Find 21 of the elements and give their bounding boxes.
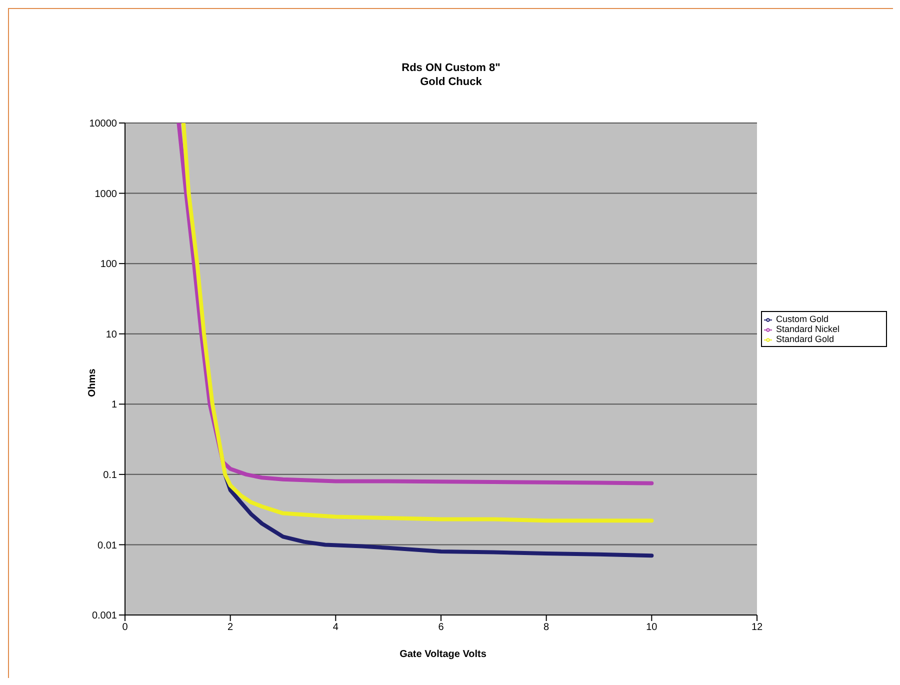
y-tick-label: 0.1 <box>103 470 118 481</box>
x-axis-title: Gate Voltage Volts <box>398 649 488 660</box>
y-tick-label: 1000 <box>94 188 118 200</box>
y-tick-label: 0.01 <box>98 540 118 552</box>
legend-label: Standard Gold <box>776 334 834 344</box>
legend-label: Standard Nickel <box>776 324 840 334</box>
x-tick-label: 12 <box>751 622 763 634</box>
x-tick-label: 4 <box>332 622 339 634</box>
x-tick-label: 8 <box>544 622 550 634</box>
x-tick-label: 6 <box>438 622 444 634</box>
y-tick-label: 0.001 <box>92 610 118 622</box>
y-tick-label: 1 <box>111 400 118 411</box>
x-tick-label: 2 <box>228 622 234 634</box>
y-tick-label: 10 <box>106 329 118 340</box>
x-tick-label: 0 <box>122 622 128 634</box>
y-tick-label: 10000 <box>89 118 118 130</box>
legend-label: Custom Gold <box>776 314 829 324</box>
y-tick-label: 100 <box>100 259 118 270</box>
y-axis-title: Ohms <box>87 368 98 397</box>
chart-title: Rds ON Custom 8" Gold Chuck <box>400 61 502 89</box>
x-tick-label: 10 <box>646 622 658 634</box>
